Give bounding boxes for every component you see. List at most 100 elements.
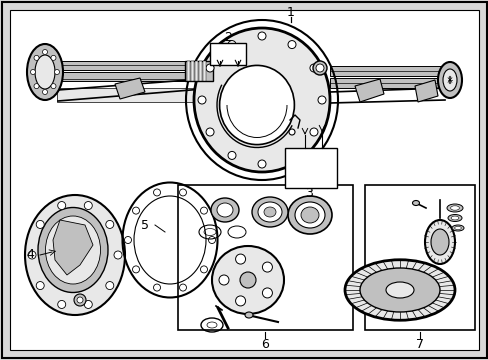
- Circle shape: [262, 262, 272, 272]
- Ellipse shape: [251, 197, 287, 227]
- Ellipse shape: [212, 246, 284, 314]
- Circle shape: [240, 272, 256, 288]
- Bar: [58, 61, 213, 70]
- Ellipse shape: [412, 201, 419, 206]
- Ellipse shape: [301, 207, 318, 223]
- Text: 3: 3: [305, 186, 312, 199]
- Circle shape: [124, 237, 131, 243]
- Ellipse shape: [359, 268, 439, 312]
- Ellipse shape: [312, 61, 326, 75]
- Circle shape: [208, 237, 215, 243]
- Circle shape: [317, 96, 325, 104]
- Circle shape: [58, 202, 65, 210]
- Circle shape: [42, 90, 47, 95]
- Text: 7: 7: [415, 338, 423, 351]
- Bar: [191, 61, 194, 81]
- Circle shape: [51, 84, 56, 89]
- Ellipse shape: [450, 216, 458, 220]
- Circle shape: [58, 301, 65, 309]
- Bar: [184, 61, 213, 81]
- Ellipse shape: [210, 198, 239, 222]
- Bar: [57, 88, 215, 102]
- Ellipse shape: [217, 203, 232, 217]
- Circle shape: [288, 129, 294, 135]
- Bar: [58, 72, 213, 81]
- Ellipse shape: [437, 62, 461, 98]
- Text: 5: 5: [141, 219, 149, 231]
- Ellipse shape: [447, 215, 461, 221]
- Circle shape: [200, 266, 207, 273]
- Circle shape: [205, 64, 214, 72]
- Ellipse shape: [194, 28, 329, 172]
- Polygon shape: [115, 78, 145, 99]
- Circle shape: [77, 297, 83, 303]
- Circle shape: [179, 284, 186, 291]
- Circle shape: [309, 64, 317, 72]
- Circle shape: [36, 220, 44, 229]
- Text: 2: 2: [224, 31, 231, 44]
- Ellipse shape: [45, 216, 101, 284]
- Bar: [364, 185, 474, 330]
- Bar: [329, 66, 444, 76]
- Bar: [199, 61, 202, 81]
- Circle shape: [84, 301, 92, 309]
- Ellipse shape: [430, 229, 448, 255]
- Circle shape: [34, 55, 39, 60]
- Circle shape: [258, 160, 265, 168]
- Circle shape: [287, 152, 295, 159]
- Circle shape: [287, 41, 295, 49]
- Ellipse shape: [25, 195, 125, 315]
- Ellipse shape: [454, 226, 460, 230]
- Ellipse shape: [264, 207, 275, 217]
- Circle shape: [132, 266, 139, 273]
- Ellipse shape: [35, 55, 55, 89]
- Ellipse shape: [345, 260, 454, 320]
- Ellipse shape: [219, 66, 294, 145]
- Circle shape: [153, 189, 160, 196]
- Circle shape: [36, 282, 44, 289]
- Text: 1: 1: [286, 5, 294, 18]
- Bar: [203, 61, 205, 81]
- Circle shape: [309, 128, 317, 136]
- Ellipse shape: [315, 64, 324, 72]
- Ellipse shape: [424, 220, 454, 264]
- Bar: [329, 78, 444, 88]
- Circle shape: [198, 96, 205, 104]
- Circle shape: [30, 69, 36, 75]
- Bar: [285, 148, 336, 188]
- Circle shape: [200, 207, 207, 214]
- Circle shape: [262, 288, 272, 298]
- Ellipse shape: [244, 312, 252, 318]
- Circle shape: [34, 84, 39, 89]
- Polygon shape: [354, 79, 383, 102]
- Circle shape: [28, 251, 36, 259]
- Bar: [178, 185, 352, 330]
- Text: 6: 6: [261, 338, 268, 351]
- Ellipse shape: [258, 202, 282, 222]
- Circle shape: [105, 220, 114, 229]
- Bar: [209, 43, 245, 65]
- Text: 4: 4: [26, 248, 34, 261]
- Ellipse shape: [451, 225, 463, 231]
- Circle shape: [84, 202, 92, 210]
- Circle shape: [51, 55, 56, 60]
- Polygon shape: [414, 80, 437, 102]
- Ellipse shape: [38, 207, 108, 293]
- Ellipse shape: [27, 44, 63, 100]
- Polygon shape: [53, 220, 93, 275]
- Circle shape: [227, 152, 236, 159]
- Circle shape: [132, 207, 139, 214]
- Circle shape: [74, 294, 86, 306]
- Circle shape: [153, 284, 160, 291]
- Ellipse shape: [449, 206, 458, 210]
- Circle shape: [54, 69, 60, 75]
- Circle shape: [179, 189, 186, 196]
- Circle shape: [205, 128, 214, 136]
- Ellipse shape: [385, 282, 413, 298]
- Ellipse shape: [294, 202, 325, 228]
- Ellipse shape: [287, 196, 331, 234]
- Circle shape: [219, 275, 228, 285]
- Circle shape: [114, 251, 122, 259]
- Bar: [186, 61, 190, 81]
- Circle shape: [227, 41, 236, 49]
